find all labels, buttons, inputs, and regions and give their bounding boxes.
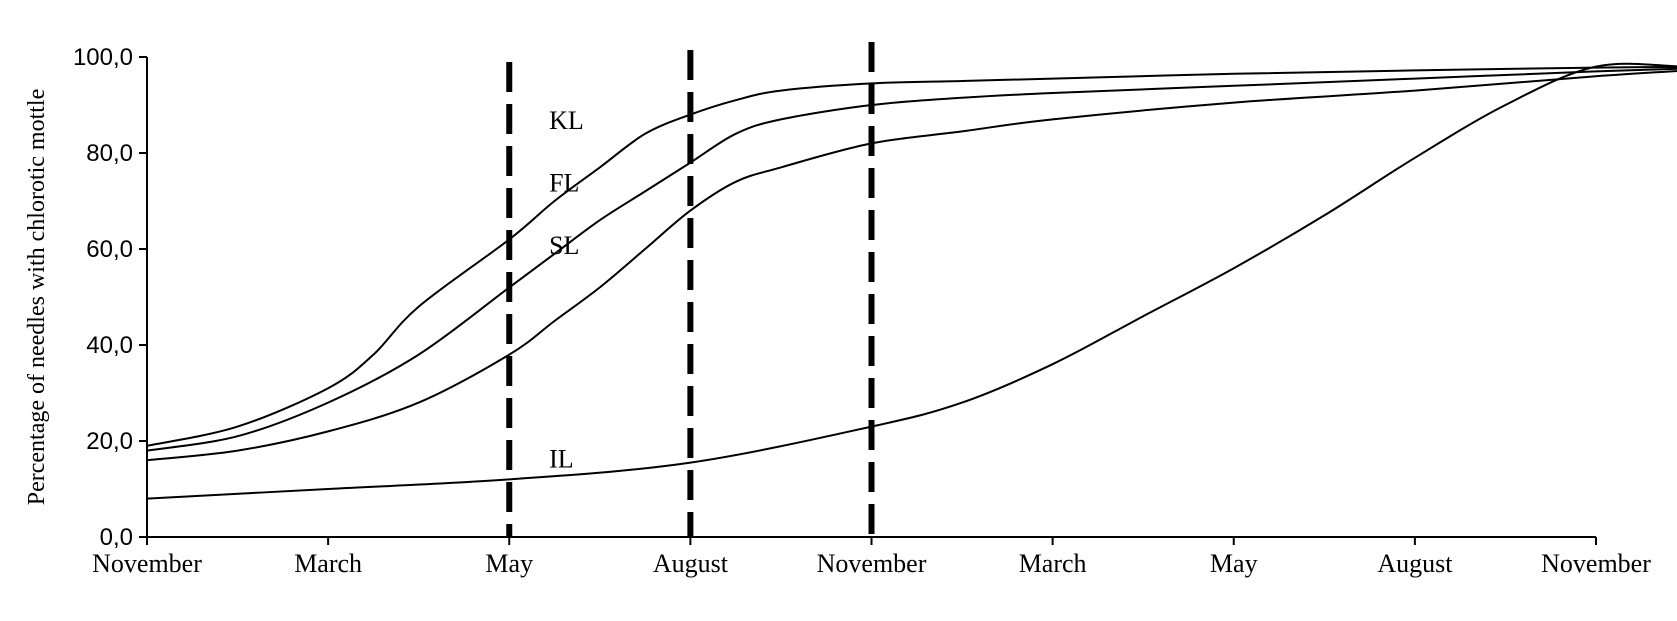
dashed-marker-lines	[506, 42, 875, 537]
x-tick-label: May	[485, 549, 533, 578]
y-tick-label: 100,0	[73, 44, 133, 71]
x-tick-label: March	[1019, 549, 1087, 578]
x-ticks: November March May August November March May Au…	[92, 537, 1651, 578]
y-tick-label: 40,0	[86, 332, 133, 359]
y-tick-label: 20,0	[86, 428, 133, 455]
series-label-sl: SL	[549, 231, 579, 260]
x-tick-label: November	[1541, 549, 1651, 578]
x-tick-label: November	[92, 549, 202, 578]
y-tick-label: 0,0	[100, 524, 133, 551]
y-axis-label: Percentage of needles with chlorotic mot…	[24, 89, 50, 506]
x-tick-label: August	[653, 549, 729, 578]
series-label-kl: KL	[549, 106, 584, 135]
x-tick-label: May	[1210, 549, 1258, 578]
series-label-fl: FL	[549, 168, 579, 197]
y-tick-label: 80,0	[86, 140, 133, 167]
series-lines	[146, 62, 1677, 500]
series-line-il	[146, 62, 1677, 500]
x-tick-label: August	[1377, 549, 1453, 578]
x-tick-label: November	[817, 549, 927, 578]
y-tick-label: 60,0	[86, 236, 133, 263]
series-line-sl	[146, 69, 1677, 462]
x-tick-label: March	[294, 549, 362, 578]
y-ticks: 0,0 20,0 40,0 60,0 80,0 100,0	[73, 44, 147, 551]
series-labels: KL FL SL IL	[549, 106, 584, 473]
series-line-fl	[146, 67, 1677, 452]
series-line-kl	[146, 65, 1677, 447]
series-label-il: IL	[549, 444, 574, 473]
